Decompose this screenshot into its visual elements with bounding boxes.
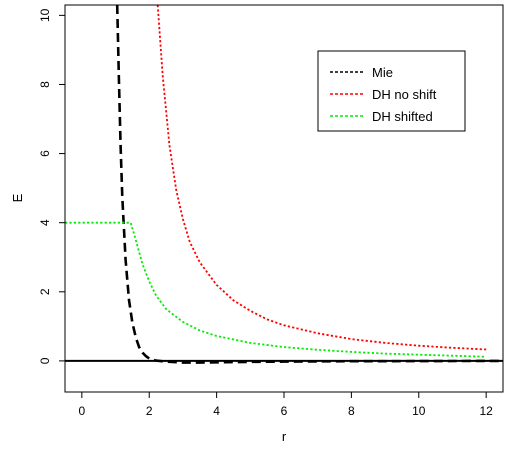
legend-label: Mie xyxy=(372,65,393,80)
y-tick-label: 4 xyxy=(38,219,52,226)
y-tick-label: 8 xyxy=(38,81,52,88)
x-axis: 0 2 4 6 8 10 12 xyxy=(79,391,493,418)
x-tick-label: 6 xyxy=(281,404,288,418)
y-axis: 0 2 4 6 8 10 xyxy=(38,8,66,364)
legend: Mie DH no shift DH shifted xyxy=(317,50,466,132)
x-tick-label: 8 xyxy=(348,404,355,418)
y-tick-label: 2 xyxy=(38,288,52,295)
x-axis-title: r xyxy=(282,429,287,444)
y-tick-label: 10 xyxy=(38,8,52,22)
x-tick-label: 0 xyxy=(79,404,86,418)
y-tick-label: 6 xyxy=(38,150,52,157)
series-line-3 xyxy=(65,221,487,358)
legend-box xyxy=(317,50,466,132)
series-line-2 xyxy=(156,5,487,351)
y-axis-title: E xyxy=(10,193,25,202)
legend-label: DH shifted xyxy=(372,109,433,124)
x-tick-label: 12 xyxy=(479,404,493,418)
y-tick-label: 0 xyxy=(38,357,52,364)
x-tick-label: 4 xyxy=(213,404,220,418)
x-tick-label: 10 xyxy=(412,404,426,418)
series-layer xyxy=(65,5,503,364)
x-tick-label: 2 xyxy=(146,404,153,418)
series-line-1 xyxy=(115,5,503,364)
legend-label: DH no shift xyxy=(372,87,437,102)
